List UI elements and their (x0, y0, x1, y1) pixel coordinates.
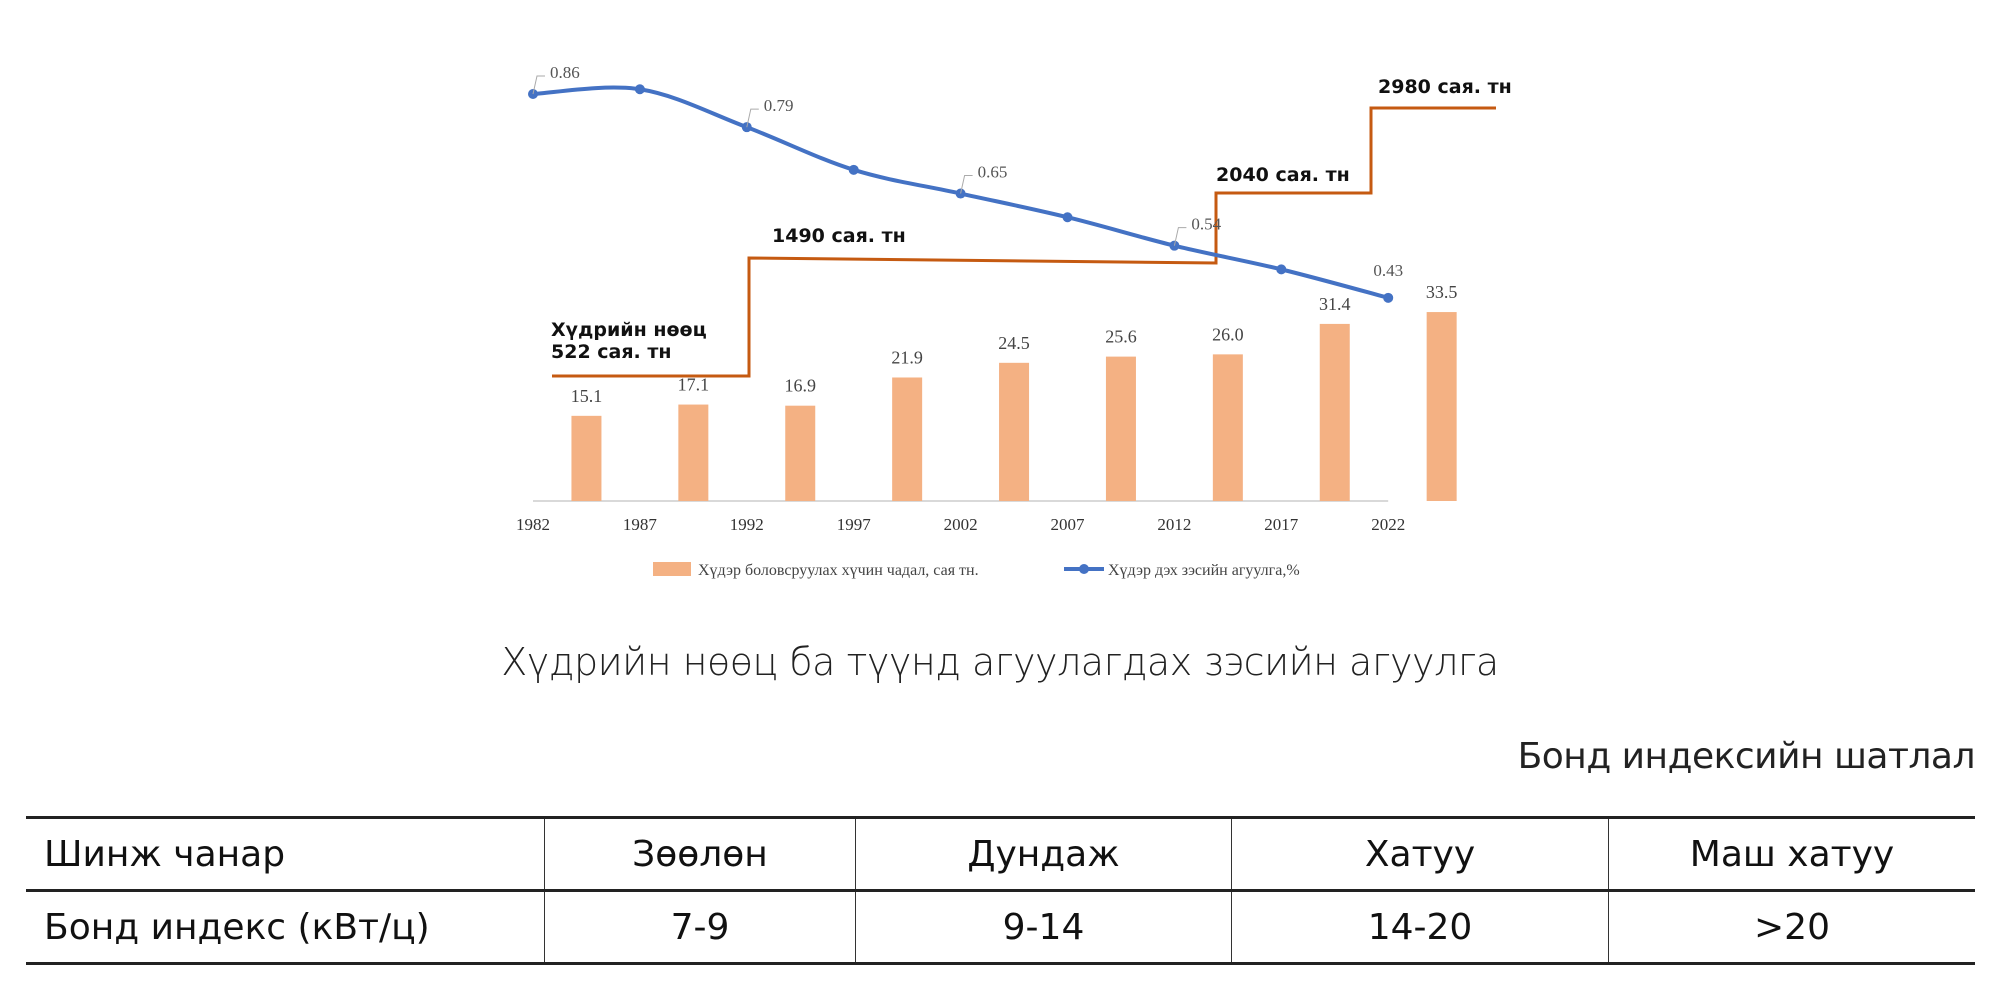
table-cell: Бонд индекс (кВт/ц) (26, 890, 545, 965)
bar-value-label: 15.1 (571, 386, 603, 406)
bar-value-label: 24.5 (998, 333, 1030, 353)
x-tick-label: 1992 (730, 515, 764, 534)
reserve-step-line (552, 106, 1496, 378)
line-point-label: 0.54 (1191, 215, 1221, 234)
leader-line (960, 175, 973, 194)
bar (571, 415, 602, 501)
table-header-row: Шинж чанар Зөөлөн Дундаж Хатуу Маш хатуу (26, 816, 1975, 892)
bar-value-label: 33.5 (1426, 282, 1458, 302)
legend-bar-label: Хүдэр боловсруулах хүчин чадал, сая тн. (698, 562, 979, 579)
chart-caption: Хүдрийн нөөц ба түүнд агуулагдах зэсийн … (501, 640, 1499, 684)
bar-value-label: 17.1 (678, 375, 710, 395)
header-cell: Хатуу (1231, 816, 1609, 892)
x-tick-label: 2017 (1264, 515, 1299, 534)
x-tick-label: 2022 (1371, 515, 1405, 534)
bar (892, 377, 923, 501)
bar (999, 362, 1030, 501)
reserve-label: 1490 сая. тн (772, 225, 906, 247)
leader-line (1173, 227, 1187, 246)
legend-line-marker (1079, 564, 1089, 574)
reserve-label: 2040 сая. тн (1216, 164, 1350, 186)
bar-value-label: 25.6 (1105, 327, 1137, 347)
bar (1212, 354, 1243, 501)
line-point-label: 0.79 (764, 96, 794, 115)
table-cell: 14-20 (1231, 890, 1609, 965)
bar-value-label: 26.0 (1212, 324, 1244, 344)
table-cell: 7-9 (544, 890, 856, 965)
leader-line (746, 108, 759, 128)
bar (1105, 356, 1136, 501)
bar-value-label: 31.4 (1319, 294, 1351, 314)
bar-value-label: 21.9 (891, 347, 923, 367)
line-point (848, 164, 859, 175)
header-cell: Маш хатуу (1608, 816, 1975, 892)
line-point (1276, 264, 1287, 275)
header-cell: Шинж чанар (26, 816, 545, 892)
bar-value-label: 16.9 (785, 376, 817, 396)
x-tick-label: 2002 (944, 515, 978, 534)
reserve-label: 2980 сая. тн (1378, 76, 1512, 98)
x-tick-label: 2007 (1051, 515, 1086, 534)
line-point (634, 84, 645, 95)
bond-index-table: Шинж чанар Зөөлөн Дундаж Хатуу Маш хатуу… (26, 816, 1975, 965)
reserve-label: 522 сая. тн (551, 341, 672, 363)
header-cell: Дундаж (855, 816, 1232, 892)
line-point (1383, 292, 1394, 303)
x-tick-label: 1997 (837, 515, 872, 534)
chart: 1982 1987 1992 1997 2002 2007 2012 2017 2022 15.1… (516, 63, 1512, 579)
table-cell: >20 (1608, 890, 1975, 965)
line-point-label: 0.86 (550, 63, 580, 82)
line-point-label: 0.65 (978, 163, 1008, 182)
table-row: Бонд индекс (кВт/ц) 7-9 9-14 14-20 >20 (26, 890, 1975, 965)
legend-line-label: Хүдэр дэх зэсийн агуулга,% (1108, 562, 1300, 579)
bar (1319, 323, 1350, 501)
legend-bar-swatch (653, 562, 691, 576)
x-tick-label: 1987 (623, 515, 658, 534)
bar (1426, 312, 1457, 501)
table-cell: 9-14 (855, 890, 1232, 965)
line-point-label: 0.43 (1373, 261, 1403, 280)
bar (678, 404, 709, 501)
reserve-label-title: Хүдрийн нөөц (551, 319, 707, 341)
header-cell: Зөөлөн (544, 816, 856, 892)
x-tick-label: 1982 (516, 515, 550, 534)
line-point (1062, 212, 1073, 223)
x-tick-label: 2012 (1157, 515, 1191, 534)
bar (785, 405, 816, 501)
leader-line (532, 75, 545, 95)
table-title: Бонд индексийн шатлал (1517, 736, 1976, 777)
